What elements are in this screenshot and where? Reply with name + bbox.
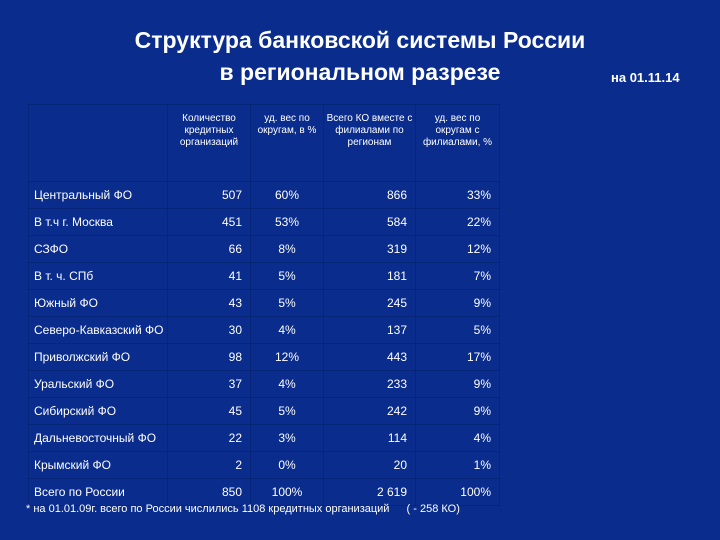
cell-share-branches: 9% <box>415 397 500 425</box>
cell-share: 4% <box>250 316 324 344</box>
cell-share-branches: 33% <box>415 181 500 209</box>
cell-share-branches: 22% <box>415 208 500 236</box>
header-region <box>28 104 168 182</box>
cell-total-branches: 137 <box>323 316 416 344</box>
cell-share-branches: 1% <box>415 451 500 479</box>
cell-total-branches: 233 <box>323 370 416 398</box>
slide-title: Структура банковской системы России в ре… <box>100 24 620 88</box>
cell-share-branches: 100% <box>415 478 500 506</box>
table-row: Крымский ФО 2 0% 20 1% <box>28 451 500 479</box>
cell-share: 5% <box>250 397 324 425</box>
cell-total-branches: 319 <box>323 235 416 263</box>
bank-structure-table: Количество кредитных организаций уд. вес… <box>28 104 500 506</box>
cell-count: 22 <box>167 424 251 452</box>
cell-region: Всего по России <box>28 478 168 506</box>
table-row: Уральский ФО 37 4% 233 9% <box>28 370 500 398</box>
footnote: * на 01.01.09г. всего по России числилис… <box>26 503 474 515</box>
title-line-2: в региональном разрезе <box>219 59 501 85</box>
cell-total-branches: 20 <box>323 451 416 479</box>
header-count: Количество кредитных организаций <box>167 104 251 182</box>
cell-share: 100% <box>250 478 324 506</box>
cell-count: 850 <box>167 478 251 506</box>
footnote-text: * на 01.01.09г. всего по России числилис… <box>26 503 390 515</box>
cell-region: Южный ФО <box>28 289 168 317</box>
cell-share: 60% <box>250 181 324 209</box>
cell-share-branches: 7% <box>415 262 500 290</box>
table-header-row: Количество кредитных организаций уд. вес… <box>28 104 500 182</box>
cell-region: Крымский ФО <box>28 451 168 479</box>
cell-total-branches: 2 619 <box>323 478 416 506</box>
cell-total-branches: 181 <box>323 262 416 290</box>
table-row: Центральный ФО 507 60% 866 33% <box>28 181 500 209</box>
cell-count: 507 <box>167 181 251 209</box>
cell-count: 37 <box>167 370 251 398</box>
table-row: СЗФО 66 8% 319 12% <box>28 235 500 263</box>
cell-share: 8% <box>250 235 324 263</box>
cell-region: В т.ч г. Москва <box>28 208 168 236</box>
table-row: Сибирский ФО 45 5% 242 9% <box>28 397 500 425</box>
cell-region: Уральский ФО <box>28 370 168 398</box>
cell-share-branches: 9% <box>415 370 500 398</box>
cell-total-branches: 245 <box>323 289 416 317</box>
table-row: В т. ч. СПб 41 5% 181 7% <box>28 262 500 290</box>
cell-count: 45 <box>167 397 251 425</box>
table-body: Центральный ФО 507 60% 866 33% В т.ч г. Москв… <box>28 181 500 506</box>
cell-share-branches: 17% <box>415 343 500 371</box>
footnote-extra: ( - 258 КО) <box>406 503 460 515</box>
cell-total-branches: 114 <box>323 424 416 452</box>
cell-share-branches: 4% <box>415 424 500 452</box>
cell-count: 98 <box>167 343 251 371</box>
cell-share: 12% <box>250 343 324 371</box>
cell-total-branches: 584 <box>323 208 416 236</box>
cell-share-branches: 9% <box>415 289 500 317</box>
cell-total-branches: 443 <box>323 343 416 371</box>
cell-count: 66 <box>167 235 251 263</box>
table-row: Южный ФО 43 5% 245 9% <box>28 289 500 317</box>
cell-share-branches: 12% <box>415 235 500 263</box>
cell-share: 3% <box>250 424 324 452</box>
cell-total-branches: 242 <box>323 397 416 425</box>
title-line-1: Структура банковской системы России <box>134 27 586 53</box>
header-share-branches: уд. вес по округам с филиалами, % <box>415 104 500 182</box>
cell-share: 4% <box>250 370 324 398</box>
cell-region: Северо-Кавказский ФО <box>28 316 168 344</box>
cell-region: Приволжский ФО <box>28 343 168 371</box>
table-row: Северо-Кавказский ФО 30 4% 137 5% <box>28 316 500 344</box>
cell-region: Сибирский ФО <box>28 397 168 425</box>
cell-region: Центральный ФО <box>28 181 168 209</box>
cell-count: 30 <box>167 316 251 344</box>
cell-region: СЗФО <box>28 235 168 263</box>
table-row: В т.ч г. Москва 451 53% 584 22% <box>28 208 500 236</box>
cell-share: 5% <box>250 262 324 290</box>
cell-count: 43 <box>167 289 251 317</box>
cell-count: 451 <box>167 208 251 236</box>
cell-share: 0% <box>250 451 324 479</box>
cell-total-branches: 866 <box>323 181 416 209</box>
header-share: уд. вес по округам, в % <box>250 104 324 182</box>
table-row: Приволжский ФО 98 12% 443 17% <box>28 343 500 371</box>
cell-count: 41 <box>167 262 251 290</box>
report-date: на 01.11.14 <box>611 70 680 85</box>
table-row: Дальневосточный ФО 22 3% 114 4% <box>28 424 500 452</box>
cell-count: 2 <box>167 451 251 479</box>
cell-share: 53% <box>250 208 324 236</box>
cell-share: 5% <box>250 289 324 317</box>
cell-region: В т. ч. СПб <box>28 262 168 290</box>
table-row: Всего по России 850 100% 2 619 100% <box>28 478 500 506</box>
cell-share-branches: 5% <box>415 316 500 344</box>
cell-region: Дальневосточный ФО <box>28 424 168 452</box>
header-total-branches: Всего КО вместе с филиалами по регионам <box>323 104 416 182</box>
